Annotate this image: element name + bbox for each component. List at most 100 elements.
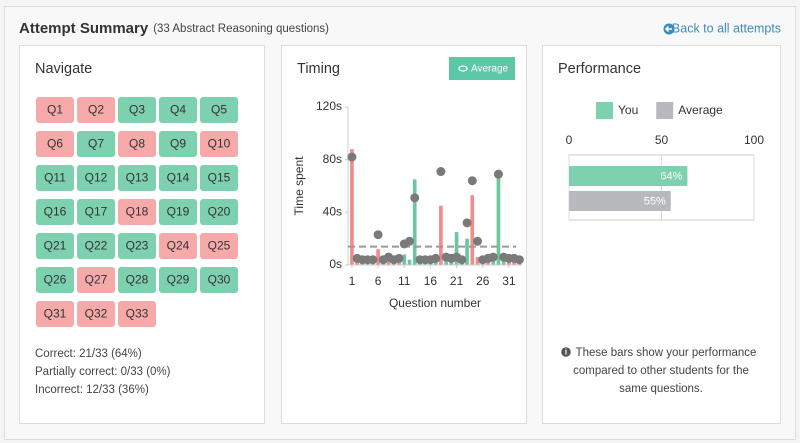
question-button[interactable]: [159, 165, 197, 191]
question-button[interactable]: [77, 165, 115, 191]
question-button[interactable]: [36, 199, 74, 225]
question-button[interactable]: [200, 97, 238, 123]
question-label[interactable]: Q25: [208, 239, 231, 253]
question-button[interactable]: [159, 131, 197, 157]
question-label[interactable]: Q12: [85, 171, 108, 185]
question-label[interactable]: Q8: [129, 137, 145, 151]
question-button[interactable]: [77, 233, 115, 259]
question-label[interactable]: Q7: [88, 137, 104, 151]
x-tick-label: 16: [424, 274, 438, 288]
question-button[interactable]: [200, 199, 238, 225]
x-tick-label: 0: [566, 133, 573, 147]
question-button[interactable]: [118, 301, 156, 327]
question-button[interactable]: [118, 97, 156, 123]
performance-note: These bars show your performance compared…: [573, 347, 756, 395]
question-button[interactable]: [118, 165, 156, 191]
time-bar: [407, 259, 412, 265]
question-button[interactable]: [200, 267, 238, 293]
legend-label: Average: [678, 103, 723, 117]
back-link-text[interactable]: Back to all attempts: [672, 21, 781, 35]
navigate-title: Navigate: [35, 61, 92, 77]
question-button[interactable]: [159, 267, 197, 293]
back-link[interactable]: Back to all attempts: [663, 21, 782, 35]
info-icon-i: i: [565, 348, 567, 357]
question-label[interactable]: Q26: [44, 273, 67, 287]
question-label[interactable]: Q16: [44, 205, 67, 219]
question-button[interactable]: [77, 301, 115, 327]
time-bar: [444, 259, 448, 265]
question-label[interactable]: Q5: [211, 103, 227, 117]
question-label[interactable]: Q9: [170, 137, 186, 151]
y-tick-label: 80s: [323, 152, 342, 166]
question-label[interactable]: Q33: [126, 307, 149, 321]
legend-swatch: [596, 102, 613, 119]
question-button[interactable]: [36, 301, 74, 327]
question-label[interactable]: Q13: [126, 171, 149, 185]
question-button[interactable]: [200, 165, 238, 191]
question-label[interactable]: Q15: [208, 171, 231, 185]
question-button[interactable]: [118, 233, 156, 259]
question-button[interactable]: [159, 199, 197, 225]
question-button[interactable]: [118, 131, 156, 157]
question-label[interactable]: Q6: [47, 137, 63, 151]
question-label[interactable]: Q14: [167, 171, 190, 185]
average-dot: [493, 169, 503, 179]
average-button-bg[interactable]: [449, 57, 515, 80]
question-label[interactable]: Q24: [167, 239, 190, 253]
question-label[interactable]: Q20: [208, 205, 231, 219]
average-button-text[interactable]: Average: [471, 64, 509, 75]
note-line: compared to other students for the: [573, 365, 749, 377]
question-label[interactable]: Q1: [47, 103, 63, 117]
question-label[interactable]: Q28: [126, 273, 149, 287]
question-label[interactable]: Q23: [126, 239, 149, 253]
question-label[interactable]: Q27: [85, 273, 108, 287]
question-button[interactable]: [77, 131, 115, 157]
question-button[interactable]: [118, 199, 156, 225]
x-tick-label: 100: [744, 133, 764, 147]
x-tick-label: 6: [375, 274, 382, 288]
average-dot: [431, 253, 441, 263]
question-button[interactable]: [77, 97, 115, 123]
question-button[interactable]: [36, 233, 74, 259]
average-dot: [473, 236, 483, 246]
performance-bar: [569, 166, 688, 186]
average-button[interactable]: Average: [449, 57, 515, 80]
question-button[interactable]: [36, 267, 74, 293]
question-button[interactable]: [200, 233, 238, 259]
question-button[interactable]: [118, 267, 156, 293]
question-label[interactable]: Q21: [44, 239, 67, 253]
average-dot: [404, 236, 414, 246]
header-title: Attempt Summary: [19, 20, 149, 37]
question-button[interactable]: [159, 97, 197, 123]
question-label[interactable]: Q11: [44, 171, 66, 185]
question-button[interactable]: [77, 267, 115, 293]
question-label[interactable]: Q30: [208, 273, 231, 287]
eye-icon: [458, 65, 468, 72]
question-label[interactable]: Q3: [129, 103, 145, 117]
average-dot: [373, 230, 383, 240]
average-dot: [457, 255, 467, 265]
average-dot: [488, 252, 498, 262]
question-label[interactable]: Q31: [44, 307, 67, 321]
question-button[interactable]: [200, 131, 238, 157]
question-label[interactable]: Q32: [85, 307, 108, 321]
note-line: These bars show your performance: [576, 347, 757, 359]
question-button[interactable]: [36, 97, 74, 123]
timing-title: Timing: [297, 61, 340, 77]
question-label[interactable]: Q17: [85, 205, 108, 219]
question-button[interactable]: [36, 131, 74, 157]
question-label[interactable]: Q4: [170, 103, 186, 117]
question-label[interactable]: Q18: [126, 205, 149, 219]
average-dot: [347, 152, 357, 162]
question-button[interactable]: [159, 233, 197, 259]
question-label[interactable]: Q2: [88, 103, 104, 117]
question-button[interactable]: [77, 199, 115, 225]
time-bar: [475, 257, 480, 265]
question-button[interactable]: [36, 165, 74, 191]
question-label[interactable]: Q19: [167, 205, 190, 219]
average-dot: [462, 218, 472, 228]
time-bar: [454, 232, 459, 265]
question-label[interactable]: Q10: [208, 137, 231, 151]
question-label[interactable]: Q29: [167, 273, 190, 287]
question-label[interactable]: Q22: [85, 239, 108, 253]
